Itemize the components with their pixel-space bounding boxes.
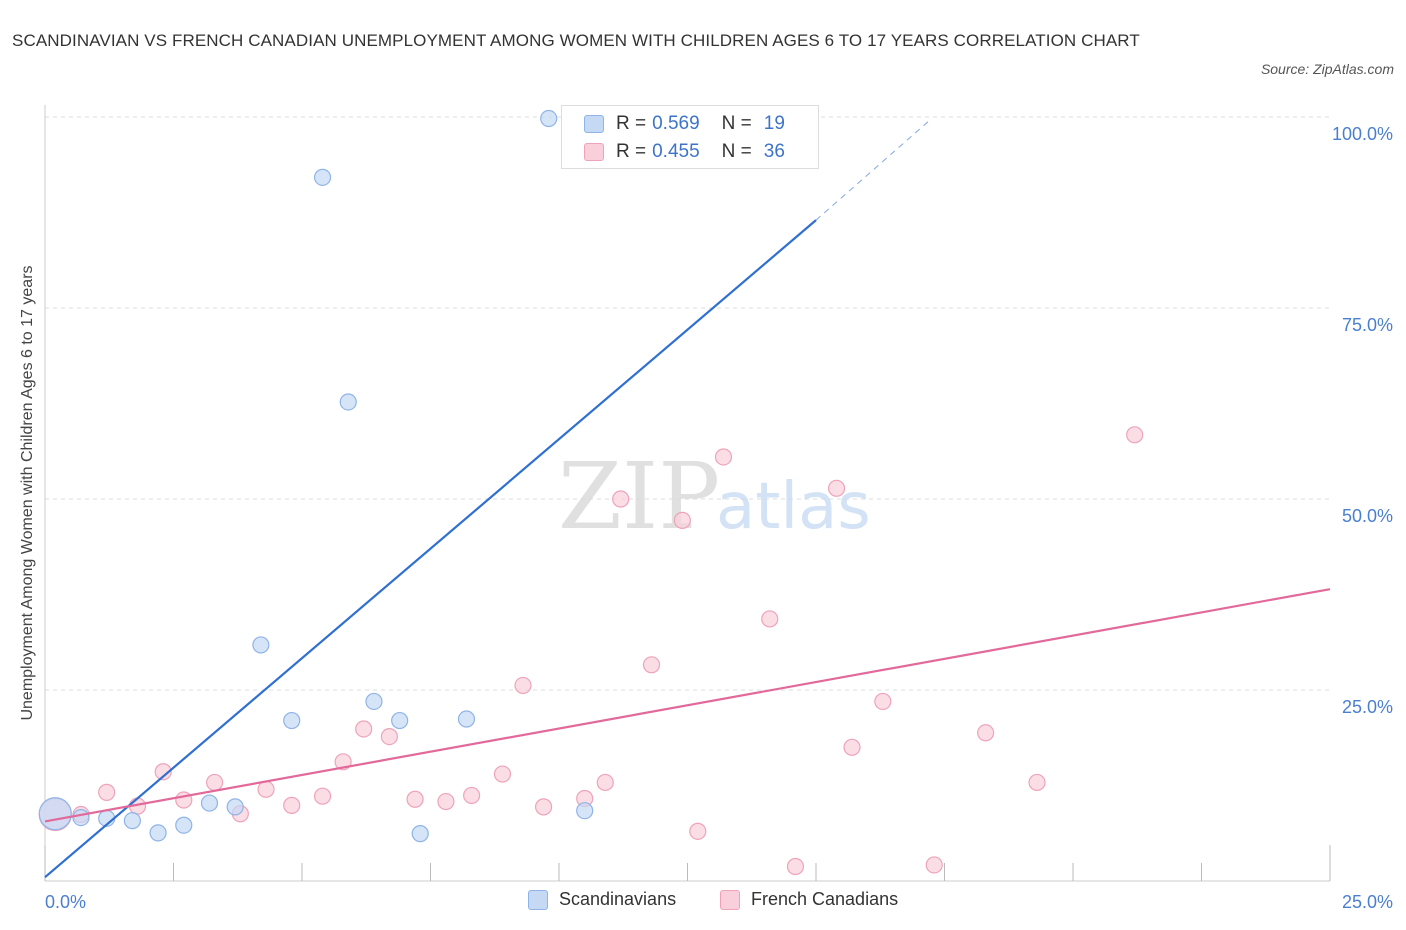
french-canadians-point <box>98 783 116 801</box>
series-name: French Canadians <box>751 889 899 909</box>
french-canadians-point <box>714 448 733 466</box>
watermark-atlas: atlas <box>716 470 871 544</box>
scandinavians-points <box>38 109 614 843</box>
french-canadians-point <box>355 720 373 738</box>
french-canadians-point <box>313 787 332 805</box>
french-canadians-point <box>827 479 846 497</box>
n-value: 36 <box>763 141 785 162</box>
french-canadians-point <box>1028 773 1046 792</box>
french-canadians-point <box>596 773 614 792</box>
french-canadians-point <box>977 724 995 742</box>
french-canadians-point <box>406 790 424 808</box>
r-label: R = <box>616 141 647 162</box>
watermark: ZIP atlas <box>558 443 871 550</box>
french-canadians-swatch <box>584 143 604 161</box>
french-canadians-point <box>283 796 301 814</box>
x-tick-label: 0.0% <box>45 892 86 912</box>
french-canadians-point <box>1126 426 1144 444</box>
french-canadians-point <box>514 676 532 695</box>
french-canadians-point <box>642 656 661 674</box>
scandinavians-point <box>411 825 429 843</box>
n-label: N = <box>721 141 752 162</box>
french-canadians-point <box>874 692 892 711</box>
scandinavians-swatch <box>584 115 604 133</box>
french-canadians-point <box>154 763 172 781</box>
scandinavians-point <box>175 816 193 834</box>
scandinavians-point <box>540 109 558 128</box>
scandinavians-point <box>576 802 594 820</box>
scandinavians-point <box>38 797 72 831</box>
french-canadians-point <box>493 765 512 783</box>
grid-lines <box>45 116 1330 691</box>
trend-lines <box>44 120 1331 879</box>
scandinavians-trend-line <box>44 219 817 879</box>
scandinavians-point <box>226 798 244 816</box>
scandinavians-point <box>313 168 332 186</box>
scandinavians-trend-extension <box>815 120 930 221</box>
scandinavians-point <box>391 711 409 730</box>
watermark-zip: ZIP <box>558 443 720 550</box>
french-canadians-point <box>437 792 455 811</box>
legend-row-scandinavians: R = 0.569 N = 19 <box>584 112 785 136</box>
scandinavians-point <box>283 711 301 730</box>
scandinavians-point <box>339 393 357 411</box>
r-label: R = <box>616 113 647 134</box>
french-canadians-point <box>463 786 481 805</box>
scandinavians-point <box>149 824 167 842</box>
y-tick-label: 25.0% <box>1342 697 1393 717</box>
french-canadians-point <box>925 856 943 874</box>
french-canadians-point <box>380 728 398 746</box>
french-canadians-point <box>206 773 224 792</box>
scandinavians-point <box>252 636 270 654</box>
french-canadians-point <box>786 857 805 876</box>
y-tick-label: 75.0% <box>1342 315 1393 335</box>
bottom-legend-french-canadians: French Canadians <box>720 889 898 910</box>
bottom-legend-scandinavians: Scandinavians <box>528 889 676 910</box>
x-tick-label: 25.0% <box>1342 892 1393 912</box>
n-label: N = <box>721 113 752 134</box>
axes <box>44 105 1331 882</box>
scandinavians-point <box>72 808 90 827</box>
r-value: 0.569 <box>652 113 700 134</box>
scandinavians-swatch <box>528 889 548 910</box>
french-canadians-point <box>257 780 275 798</box>
scandinavians-point <box>457 710 476 728</box>
n-value: 19 <box>763 113 785 134</box>
french-canadians-point <box>612 490 630 508</box>
r-value: 0.455 <box>652 141 700 162</box>
tick-labels: 25.0% 50.0% 75.0% 100.0% 0.0% 25.0% <box>45 124 1393 912</box>
french-canadians-point <box>689 822 707 840</box>
scandinavians-point <box>200 794 219 812</box>
y-tick-label: 100.0% <box>1332 124 1393 144</box>
french-canadians-point <box>843 738 861 756</box>
chart-source: Source: ZipAtlas.com <box>1260 61 1394 77</box>
french-canadians-point <box>534 798 553 816</box>
french-canadians-point <box>761 610 779 628</box>
french-canadians-point <box>673 511 691 529</box>
correlation-legend: R = 0.569 N = 19 R = 0.455 N = 36 <box>561 105 819 169</box>
series-name: Scandinavians <box>559 889 677 909</box>
y-tick-label: 50.0% <box>1342 506 1393 526</box>
chart-title: SCANDINAVIAN VS FRENCH CANADIAN UNEMPLOY… <box>12 31 1140 50</box>
legend-row-french-canadians: R = 0.455 N = 36 <box>584 140 785 164</box>
french-canadians-swatch <box>720 889 740 910</box>
scandinavians-point <box>123 812 141 830</box>
scandinavians-point <box>365 692 383 711</box>
french-canadians-trend-line <box>44 588 1331 823</box>
